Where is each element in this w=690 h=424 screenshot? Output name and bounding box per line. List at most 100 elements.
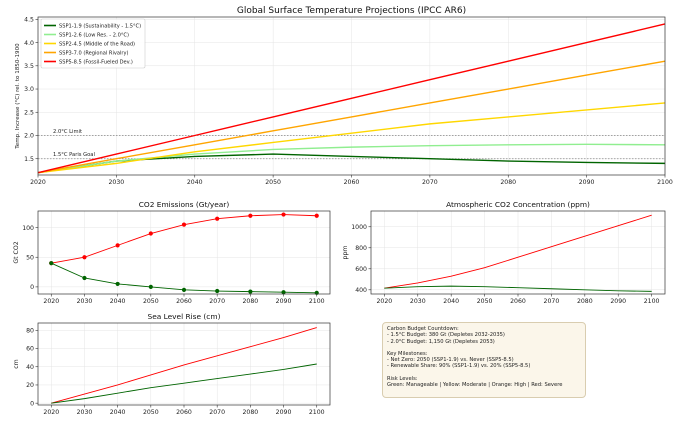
emissions-x-tick-label: 2020 [43,298,59,305]
sealevel-x-tick-label: 2060 [176,409,192,416]
carbon-budget-info-box: Carbon Budget Countdown: - 1.5°C Budget: … [382,322,586,398]
legend-entry: SSP2-4.5 (Middle of the Road) [59,41,135,47]
concentration-y-axis-label: ppm [342,246,349,260]
concentration-x-tick-label: 2090 [610,298,626,305]
sealevel-x-tick-label: 2030 [77,409,93,416]
main-x-tick-label: 2050 [265,179,281,186]
main-x-tick-label: 2020 [30,179,46,186]
concentration-x-tick-label: 2100 [644,298,660,305]
info-line: - 1.5°C Budget: 380 Gt (Depletes 2032-20… [387,332,505,339]
concentration-x-tick-label: 2070 [544,298,560,305]
emissions-x-tick-label: 2070 [209,298,225,305]
sealevel-x-tick-label: 2090 [276,409,292,416]
emissions-x-tick-label: 2040 [110,298,126,305]
legend-entry: SSP1-2.6 (Low Res. - 2.0°C) [59,32,129,38]
emissions-data-point [215,216,220,221]
sealevel-axes-frame [37,322,331,406]
main-y-tick-label: 2.0 [24,133,34,140]
sealevel-title: Sea Level Rise (cm) [148,312,221,321]
emissions-data-point [181,287,187,292]
emissions-title: CO2 Emissions (Gt/year) [139,200,230,209]
emissions-x-tick-label: 2060 [176,298,192,305]
sealevel-y-axis-label: cm [13,359,20,368]
sealevel-x-tick-label: 2020 [43,409,59,416]
legend-frame [40,18,146,69]
emissions-data-point [49,261,54,266]
concentration-x-tick-label: 2060 [510,298,526,305]
emissions-data-point [215,288,220,294]
emissions-axes-frame [37,210,331,295]
info-line: Green: Manageable | Yellow: Moderate | O… [387,382,563,389]
info-line: - Net Zero: 2050 (SSP1-1.9) vs. Never (S… [387,357,514,364]
main-reference-label: 1.5°C Paris Goal [53,152,95,158]
concentration-axes-frame [370,210,666,295]
sealevel-y-tick-label: 40 [26,364,34,371]
emissions-data-point [115,243,120,248]
sealevel-y-tick-label: 20 [26,382,34,389]
sealevel-x-tick-label: 2100 [309,409,325,416]
emissions-data-point [248,213,253,218]
emissions-data-point [314,213,319,218]
emissions-x-tick-label: 2030 [77,298,93,305]
emissions-data-point [181,222,187,227]
main-x-tick-label: 2100 [657,179,673,186]
concentration-x-tick-label: 2080 [577,298,593,305]
legend-entry: SSP3-7.0 (Regional Rivalry) [59,50,129,56]
concentration-series-line [384,285,652,292]
emissions-chart: 2020 2030 2040 2050 2060 2070 2080 2090 2100 0 50 1… [13,200,331,305]
emissions-x-tick-label: 2080 [242,298,258,305]
main-x-tick-label: 2030 [109,179,125,186]
main-x-tick-label: 2080 [500,179,516,186]
emissions-y-tick-label: 100 [22,225,34,232]
concentration-series-line [384,214,652,289]
main-x-tick-label: 2040 [187,179,203,186]
concentration-x-tick-label: 2050 [477,298,493,305]
main-reference-label: 2.0°C Limit [53,129,82,135]
concentration-x-tick-label: 2040 [443,298,459,305]
main-series-line [37,23,666,174]
info-line: Carbon Budget Countdown: [387,326,459,332]
emissions-data-point [281,290,286,295]
info-line: - Renewable Share: 90% (SSP1-1.9) vs. 20… [387,363,531,370]
emissions-data-point [148,231,153,236]
main-series-line [37,143,666,174]
legend-entry: SSP1-1.9 (Sustainability - 1.5°C) [59,23,141,29]
emissions-y-axis-label: Gt CO2 [13,241,20,263]
main-y-tick-label: 3.0 [24,86,34,93]
sealevel-x-tick-label: 2070 [209,409,225,416]
emissions-x-tick-label: 2100 [309,298,325,305]
main-x-tick-label: 2090 [579,179,595,186]
emissions-data-point [82,275,87,281]
main-x-tick-label: 2060 [344,179,360,186]
info-line: Key Milestones: [387,350,428,357]
concentration-y-tick-label: 600 [355,266,367,273]
sealevel-y-tick-label: 0 [30,400,34,407]
concentration-x-tick-label: 2030 [410,298,426,305]
sealevel-x-tick-label: 2080 [242,409,258,416]
main-y-axis-label: Temp. Increase (°C) rel. to 1850-1900 [15,43,21,150]
emissions-data-point [115,281,120,287]
sealevel-series-line [51,363,317,404]
main-chart: 2020 2030 2040 2050 2060 2070 2080 2090 2100 1.5 2… [15,6,673,186]
concentration-y-tick-label: 800 [355,245,367,252]
main-x-tick-label: 2070 [422,179,438,186]
main-y-tick-label: 4.5 [24,17,34,24]
emissions-data-point [148,284,153,289]
emissions-data-point [248,289,253,294]
main-y-tick-label: 3.5 [24,63,34,70]
emissions-data-point [82,255,87,260]
sealevel-y-tick-label: 60 [26,346,34,353]
concentration-y-tick-label: 400 [355,287,367,294]
main-axes-frame [37,16,666,176]
sealevel-y-tick-label: 80 [26,327,34,334]
emissions-y-tick-label: 0 [30,284,34,291]
concentration-y-tick-label: 1000 [351,224,367,231]
emissions-x-tick-label: 2050 [143,298,159,305]
main-y-tick-label: 2.5 [24,109,34,116]
legend-entry: SSP5-8.5 (Fossil-Fueled Dev.) [59,59,133,65]
info-line: Risk Levels: [387,375,418,382]
main-legend: SSP1-1.9 (Sustainability - 1.5°C) SSP1-2.… [40,18,146,69]
sealevel-chart: 2020 2030 2040 2050 2060 2070 2080 2090 21000204… [13,312,331,416]
sealevel-series-line [51,327,317,404]
